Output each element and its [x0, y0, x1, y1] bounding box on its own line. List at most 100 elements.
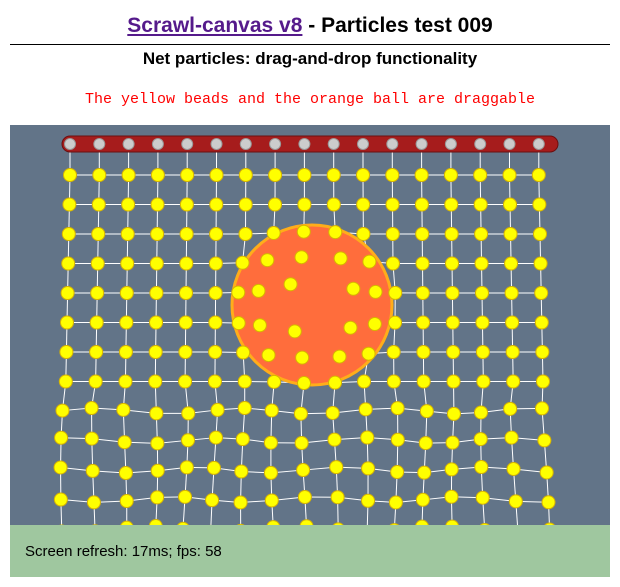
yellow-bead[interactable] [150, 227, 165, 241]
yellow-bead[interactable] [415, 227, 430, 241]
yellow-bead[interactable] [260, 253, 275, 268]
yellow-bead[interactable] [503, 401, 518, 416]
yellow-bead[interactable] [120, 520, 134, 525]
yellow-bead[interactable] [445, 519, 459, 525]
yellow-bead[interactable] [474, 256, 489, 271]
yellow-bead[interactable] [299, 519, 314, 525]
yellow-bead[interactable] [445, 315, 460, 330]
yellow-bead[interactable] [445, 286, 460, 300]
yellow-bead[interactable] [233, 495, 248, 510]
yellow-bead[interactable] [148, 374, 163, 389]
yellow-bead[interactable] [60, 315, 74, 330]
yellow-bead[interactable] [294, 250, 309, 265]
yellow-bead[interactable] [475, 286, 489, 300]
yellow-bead[interactable] [539, 465, 554, 480]
yellow-bead[interactable] [296, 463, 311, 478]
yellow-bead[interactable] [58, 374, 73, 389]
yellow-bead[interactable] [205, 493, 220, 508]
yellow-bead[interactable] [207, 374, 222, 389]
yellow-bead[interactable] [443, 168, 458, 182]
yellow-bead[interactable] [506, 461, 521, 476]
yellow-bead[interactable] [237, 374, 252, 389]
yellow-bead[interactable] [444, 227, 459, 241]
yellow-bead[interactable] [332, 522, 345, 525]
yellow-bead[interactable] [533, 256, 548, 271]
yellow-bead[interactable] [61, 227, 76, 241]
yellow-bead[interactable] [86, 495, 101, 510]
yellow-bead[interactable] [297, 376, 312, 391]
yellow-bead[interactable] [506, 374, 521, 389]
yellow-bead[interactable] [293, 406, 308, 421]
yellow-bead[interactable] [297, 197, 312, 212]
yellow-bead[interactable] [295, 350, 310, 365]
yellow-bead[interactable] [283, 277, 298, 292]
yellow-bead[interactable] [356, 168, 370, 182]
yellow-bead[interactable] [478, 523, 491, 525]
yellow-bead[interactable] [474, 227, 489, 241]
yellow-bead[interactable] [362, 254, 377, 269]
yellow-bead[interactable] [120, 256, 135, 271]
yellow-bead[interactable] [419, 404, 434, 419]
yellow-bead[interactable] [328, 225, 343, 240]
yellow-bead[interactable] [121, 197, 136, 212]
yellow-bead[interactable] [118, 345, 133, 359]
yellow-bead[interactable] [414, 168, 429, 182]
yellow-bead[interactable] [533, 227, 547, 241]
yellow-bead[interactable] [361, 493, 376, 508]
yellow-bead[interactable] [326, 168, 341, 182]
yellow-bead[interactable] [536, 374, 550, 389]
yellow-bead[interactable] [474, 460, 489, 475]
yellow-bead[interactable] [178, 489, 193, 504]
yellow-bead[interactable] [266, 226, 281, 241]
yellow-bead[interactable] [264, 403, 279, 418]
yellow-bead[interactable] [504, 286, 519, 300]
orange-ball[interactable] [230, 223, 394, 387]
yellow-bead[interactable] [149, 256, 164, 271]
yellow-bead[interactable] [62, 197, 77, 212]
yellow-bead[interactable] [118, 465, 133, 480]
yellow-bead[interactable] [358, 402, 373, 417]
yellow-bead[interactable] [208, 286, 223, 300]
yellow-bead[interactable] [116, 402, 131, 417]
yellow-bead[interactable] [330, 490, 345, 505]
yellow-bead[interactable] [178, 345, 193, 359]
yellow-bead[interactable] [367, 316, 382, 331]
yellow-bead[interactable] [88, 374, 103, 389]
yellow-bead[interactable] [535, 401, 550, 416]
yellow-bead[interactable] [346, 281, 361, 296]
yellow-bead[interactable] [473, 432, 488, 447]
yellow-bead[interactable] [235, 432, 250, 447]
yellow-bead[interactable] [91, 197, 106, 212]
yellow-bead[interactable] [176, 521, 189, 525]
yellow-bead[interactable] [385, 256, 400, 271]
yellow-bead[interactable] [475, 345, 490, 359]
yellow-bead[interactable] [209, 227, 224, 241]
yellow-bead[interactable] [505, 345, 520, 359]
yellow-bead[interactable] [386, 374, 401, 389]
yellow-bead[interactable] [60, 286, 75, 300]
yellow-bead[interactable] [235, 255, 250, 270]
yellow-bead[interactable] [252, 318, 267, 333]
yellow-bead[interactable] [90, 286, 105, 300]
particle-net-canvas[interactable] [10, 125, 610, 525]
yellow-bead[interactable] [475, 490, 490, 505]
yellow-bead[interactable] [206, 460, 221, 475]
yellow-bead[interactable] [118, 374, 133, 389]
yellow-bead[interactable] [85, 463, 100, 478]
yellow-bead[interactable] [361, 346, 376, 361]
yellow-bead[interactable] [535, 345, 550, 359]
yellow-bead[interactable] [356, 226, 371, 241]
yellow-bead[interactable] [148, 345, 163, 359]
net-beads[interactable] [53, 168, 556, 526]
yellow-bead[interactable] [238, 168, 253, 182]
yellow-bead[interactable] [268, 168, 283, 182]
yellow-bead[interactable] [505, 315, 520, 330]
yellow-bead[interactable] [329, 460, 344, 475]
yellow-bead[interactable] [149, 406, 164, 421]
yellow-bead[interactable] [268, 197, 283, 212]
yellow-bead[interactable] [332, 349, 347, 364]
yellow-bead[interactable] [208, 345, 223, 359]
yellow-bead[interactable] [360, 430, 375, 445]
yellow-bead[interactable] [180, 168, 195, 182]
yellow-bead[interactable] [445, 435, 460, 450]
